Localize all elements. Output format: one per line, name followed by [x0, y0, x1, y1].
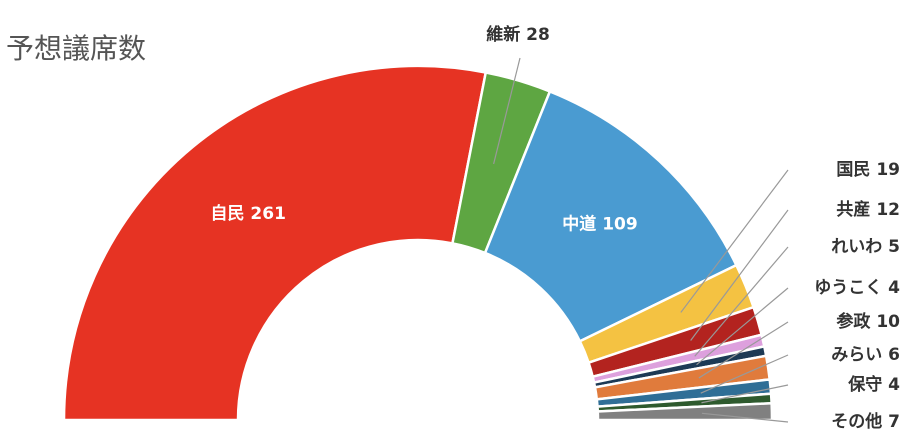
leader-line: [701, 412, 789, 423]
data-label: 中道 109: [562, 214, 637, 235]
label-value: 7: [888, 412, 900, 432]
data-label: ゆうこく 4: [814, 278, 900, 298]
label-name: 国民: [836, 160, 870, 180]
leader-line: [690, 209, 789, 341]
leader-line: [701, 384, 789, 404]
leader-line: [694, 246, 789, 357]
label-value: 6: [888, 345, 900, 365]
data-label: 共産 12: [836, 199, 900, 220]
label-name: れいわ: [831, 237, 882, 257]
label-name: 中道: [562, 214, 596, 235]
leader-line: [700, 354, 789, 394]
leader-line: [493, 57, 521, 165]
segment: [483, 89, 739, 343]
data-label: みらい 6: [831, 345, 900, 365]
label-name: 維新: [486, 24, 520, 45]
leader-line: [696, 287, 789, 366]
data-label: 維新 28: [486, 24, 550, 45]
label-value: 19: [876, 160, 900, 180]
data-label: 参政 10: [836, 311, 900, 332]
label-name: 共産: [836, 199, 870, 220]
data-label: 自民 261: [211, 203, 286, 224]
label-value: 4: [888, 375, 900, 395]
leader-line: [680, 169, 789, 313]
data-label: れいわ 5: [831, 237, 900, 257]
label-name: 参政: [836, 311, 871, 332]
leader-line: [698, 321, 789, 379]
label-value: 12: [876, 200, 900, 220]
label-name: ゆうこく: [814, 278, 882, 298]
label-value: 4: [888, 278, 900, 298]
label-value: 261: [250, 204, 285, 224]
label-value: 10: [876, 312, 900, 332]
data-label: 国民 19: [836, 160, 900, 180]
data-label: その他 7: [831, 411, 900, 432]
chart-title: 予想議席数: [6, 32, 146, 65]
label-name: 自民: [211, 203, 245, 224]
segment: [62, 64, 488, 422]
label-value: 5: [888, 237, 900, 257]
label-value: 28: [526, 25, 550, 45]
label-value: 109: [602, 215, 638, 235]
label-name: みらい: [831, 345, 882, 365]
data-label: 保守 4: [847, 374, 900, 395]
label-name: その他: [831, 411, 882, 432]
label-name: 保守: [847, 374, 882, 395]
